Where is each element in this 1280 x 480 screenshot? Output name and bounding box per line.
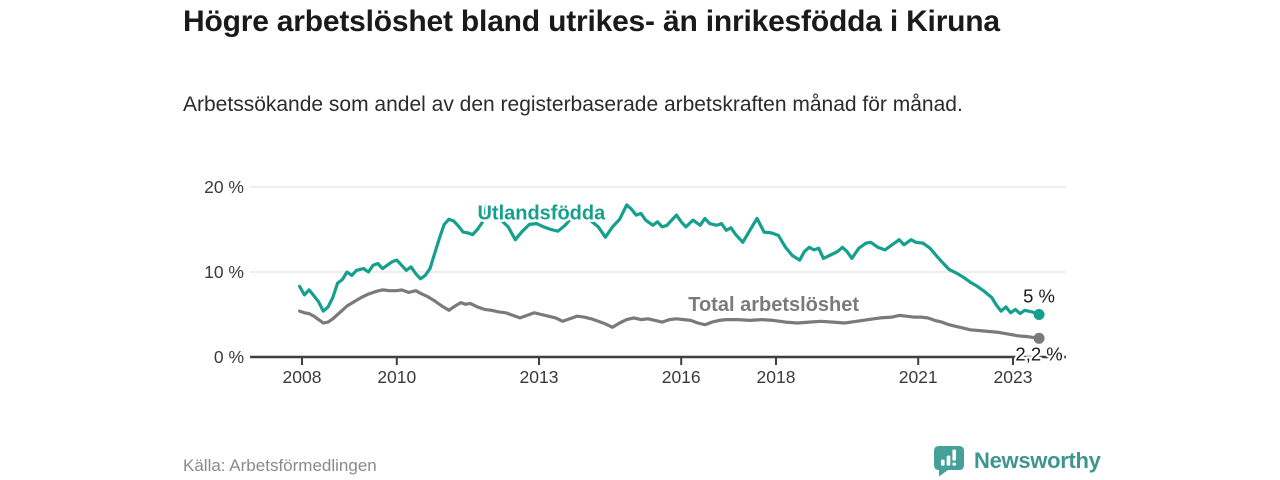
x-tick-label: 2016	[662, 367, 701, 387]
newsworthy-logo: Newsworthy	[933, 445, 1101, 477]
newsworthy-logo-text: Newsworthy	[974, 448, 1101, 473]
series-label-total-arbetsl-shet: Total arbetslöshet	[688, 294, 859, 316]
newsworthy-logo-icon	[934, 446, 964, 477]
series-end-label-utlandsf-dda: 5 %	[1023, 286, 1055, 307]
y-tick-label: 20 %	[204, 177, 244, 197]
bar-chart-icon-bar-tall	[946, 455, 951, 466]
series-end-dot-utlandsf-dda	[1033, 309, 1045, 320]
source-note: Källa: Arbetsförmedlingen	[183, 456, 377, 475]
series-end-label-total-arbetsl-shet: 2,2 %	[1015, 343, 1062, 364]
series-end-dot-total-arbetsl-shet	[1033, 332, 1045, 344]
chart-title: Högre arbetslöshet bland utrikes- än inr…	[183, 5, 1000, 38]
x-tick-label: 2013	[520, 367, 559, 387]
chart-subtitle: Arbetssökande som andel av den registerb…	[183, 93, 963, 116]
x-tick-label: 2021	[899, 367, 938, 387]
series-line-total-arbetsl-shet	[298, 288, 1041, 340]
y-tick-label: 0 %	[214, 347, 244, 367]
x-tick-label: 2018	[757, 367, 796, 387]
series-line-utlandsf-dda	[298, 203, 1041, 317]
line-chart: 0 % 10 % 20 % 2008 2010 2013 2016 2018 2021 2023 U…	[204, 177, 1066, 387]
x-tick-label: 2008	[283, 367, 322, 387]
exclamation-icon-dot	[952, 462, 956, 466]
series-label-utlandsf-dda: Utlandsfödda	[477, 202, 606, 224]
x-tick-label: 2023	[994, 367, 1033, 387]
y-tick-label: 10 %	[204, 262, 244, 282]
bar-chart-icon-bar-short	[941, 459, 945, 466]
x-tick-label: 2010	[377, 367, 416, 387]
exclamation-icon-bar	[952, 449, 956, 461]
